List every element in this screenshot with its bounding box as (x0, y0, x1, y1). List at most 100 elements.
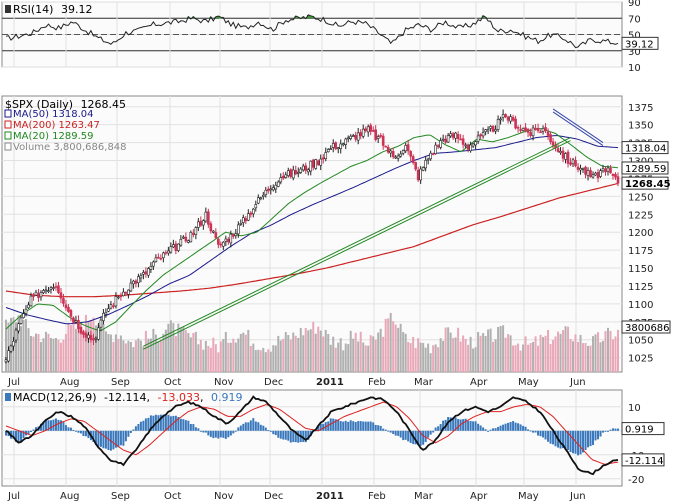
macd-histogram-bar (454, 417, 457, 431)
macd-histogram-bar (322, 423, 325, 431)
volume-bar (394, 324, 397, 372)
price-candle-body (446, 135, 450, 143)
macd-histogram-bar (562, 430, 565, 449)
volume-bar (177, 323, 180, 372)
price-candle-body (117, 296, 120, 299)
volume-bar (134, 340, 137, 372)
volume-bar (169, 320, 172, 372)
rsi-tick-label: 10 (628, 63, 641, 74)
macd-histogram-bar (397, 430, 400, 436)
price-value-tag (621, 176, 669, 190)
volume-bar (599, 342, 602, 372)
price-candle-body (574, 159, 577, 167)
price-candle-body (361, 128, 365, 137)
volume-bar (612, 339, 615, 372)
price-candle-body (419, 168, 422, 181)
volume-bar (29, 335, 32, 372)
macd-histogram-bar (462, 419, 465, 431)
macd-histogram-bar (377, 425, 380, 431)
price-candle-body (314, 159, 318, 169)
macd-histogram-bar (544, 430, 547, 440)
price-candle-body (79, 326, 83, 334)
legend-label: Volume 3,800,686,848 (13, 142, 127, 153)
macd-histogram-bar (297, 430, 300, 443)
price-candle-body (581, 168, 585, 170)
volume-bar (189, 337, 192, 372)
macd-histogram-bar (257, 422, 260, 431)
price-candle-body (501, 114, 505, 118)
volume-bar (214, 344, 217, 372)
price-tick-label: 1150 (628, 264, 653, 275)
macd-histogram-bar (244, 422, 247, 431)
legend-swatch (4, 142, 12, 151)
macd-histogram-bar (174, 415, 177, 431)
macd-histogram-bar (569, 430, 572, 452)
price-candle-body (94, 337, 98, 340)
price-candle-body (29, 295, 33, 307)
price-candle-body (499, 118, 502, 121)
volume-bar (552, 340, 555, 372)
volume-bar (187, 333, 190, 372)
price-candle-body (159, 257, 163, 260)
price-tick-label: 1100 (628, 300, 653, 311)
macd-histogram-bar (82, 430, 85, 436)
volume-bar (277, 335, 280, 372)
price-candle-body (22, 313, 25, 318)
legend-swatch (4, 120, 12, 129)
price-candle-body (604, 168, 607, 173)
price-candle-body (411, 156, 415, 163)
macd-histogram-bar (359, 421, 362, 431)
macd-histogram-bar (189, 423, 192, 431)
price-tick-label: 1375 (628, 103, 653, 114)
macd-histogram-bar (212, 430, 215, 439)
macd-histogram-bar (434, 427, 437, 431)
volume-bar (472, 348, 475, 372)
volume-bar (274, 345, 277, 372)
price-candle-body (396, 155, 400, 159)
price-candle-body (189, 232, 193, 243)
macd-histogram-bar (194, 427, 197, 431)
price-candle-body (584, 166, 587, 175)
volume-bar (349, 330, 352, 372)
macd-histogram-bar (352, 421, 355, 431)
volume-bar (314, 333, 317, 372)
macd-histogram-bar (269, 430, 272, 432)
macd-histogram-bar (439, 424, 442, 431)
volume-bar (332, 336, 335, 372)
price-candle-body (234, 233, 238, 236)
macd-histogram-bar (87, 430, 90, 439)
volume-bar (5, 319, 7, 372)
price-candle-body (479, 134, 482, 137)
macd-histogram-bar (399, 430, 402, 438)
volume-bar (544, 335, 547, 372)
macd-histogram-bar (384, 429, 387, 431)
price-candle-body (32, 295, 35, 297)
macd-histogram-bar (237, 427, 240, 431)
volume-bar (404, 333, 407, 372)
price-candle-body (454, 132, 457, 139)
volume-bar (242, 332, 245, 372)
price-candle-body (99, 319, 103, 328)
volume-bar (42, 338, 45, 372)
volume-bar (207, 345, 210, 372)
price-candle-body (172, 244, 175, 248)
month-label: 2011 (316, 491, 344, 502)
price-candle-body (401, 150, 405, 154)
macd-histogram-bar (202, 430, 205, 433)
volume-bar (204, 340, 207, 372)
price-value-tag-text: 1318.04 (625, 144, 666, 155)
macd-histogram-bar (379, 425, 382, 431)
price-candle-body (429, 152, 432, 160)
volume-bar (199, 339, 202, 372)
macd-histogram-bar (317, 425, 320, 431)
macd-histogram-bar (542, 430, 545, 438)
price-candle-body (534, 127, 537, 130)
macd-histogram-bar (594, 430, 597, 441)
month-label: Jun (569, 491, 586, 502)
macd-histogram-bar (527, 429, 530, 431)
volume-bar (369, 335, 372, 372)
macd-histogram-bar (587, 430, 590, 448)
macd-histogram-bar (127, 430, 130, 437)
price-candle-body (84, 333, 88, 338)
price-tick-label: 1225 (628, 210, 653, 221)
